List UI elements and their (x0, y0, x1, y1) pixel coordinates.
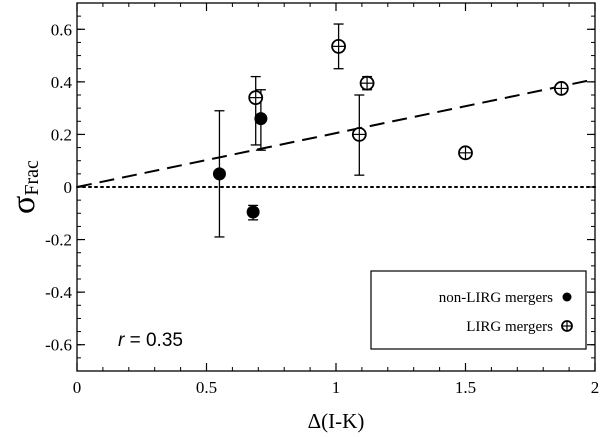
legend-marker-lirg (561, 320, 573, 332)
fit-layer (76, 78, 596, 188)
correlation-symbol: r (118, 330, 125, 351)
y-tick-label: -0.4 (45, 283, 72, 302)
data-point-lirg (458, 145, 473, 161)
data-point-non-lirg (254, 112, 268, 126)
data-point-lirg (248, 90, 264, 106)
correlation-value: = 0.35 (124, 330, 183, 351)
legend: non-LIRG mergers LIRG mergers (370, 270, 587, 350)
y-axis-label: σFrac (5, 160, 43, 214)
data-point-non-lirg (212, 167, 226, 181)
marker-layer (212, 38, 569, 219)
data-point-non-lirg (246, 205, 260, 219)
data-point-lirg (331, 38, 346, 54)
y-tick-label: 0.6 (51, 20, 72, 39)
data-point-lirg (359, 75, 375, 91)
legend-open-circle-icon (561, 320, 573, 332)
legend-label-lirg: LIRG mergers (466, 319, 553, 335)
x-tick-label: 1.5 (455, 378, 476, 397)
x-tick-label: 0 (73, 378, 82, 397)
y-axis-label-subscript: Frac (21, 160, 43, 196)
y-tick-label: 0 (64, 178, 73, 197)
tick-layer: 0 0.5 1 1.5 2 -0.6 -0.4 -0.2 0 0.2 0.4 0.6 (45, 2, 600, 397)
x-tick-label: 1 (332, 378, 341, 397)
legend-box (370, 270, 587, 350)
y-tick-label: 0.2 (51, 125, 72, 144)
x-tick-label: 0.5 (196, 378, 217, 397)
x-axis-label: Δ(I-K) (308, 409, 365, 433)
x-tick-label: 2 (591, 378, 600, 397)
correlation-annotation: r = 0.35 (118, 330, 183, 351)
legend-marker-non-lirg (562, 292, 572, 302)
data-point-lirg (553, 81, 569, 96)
fit-line (76, 78, 596, 188)
y-tick-label: -0.2 (45, 231, 72, 250)
data-point-lirg (351, 127, 367, 142)
legend-label-non-lirg: non-LIRG mergers (439, 290, 553, 306)
y-axis-label-symbol: σ (5, 196, 42, 214)
errorbar-layer (214, 23, 567, 238)
y-tick-label: -0.6 (45, 336, 72, 355)
y-tick-label: 0.4 (51, 73, 73, 92)
